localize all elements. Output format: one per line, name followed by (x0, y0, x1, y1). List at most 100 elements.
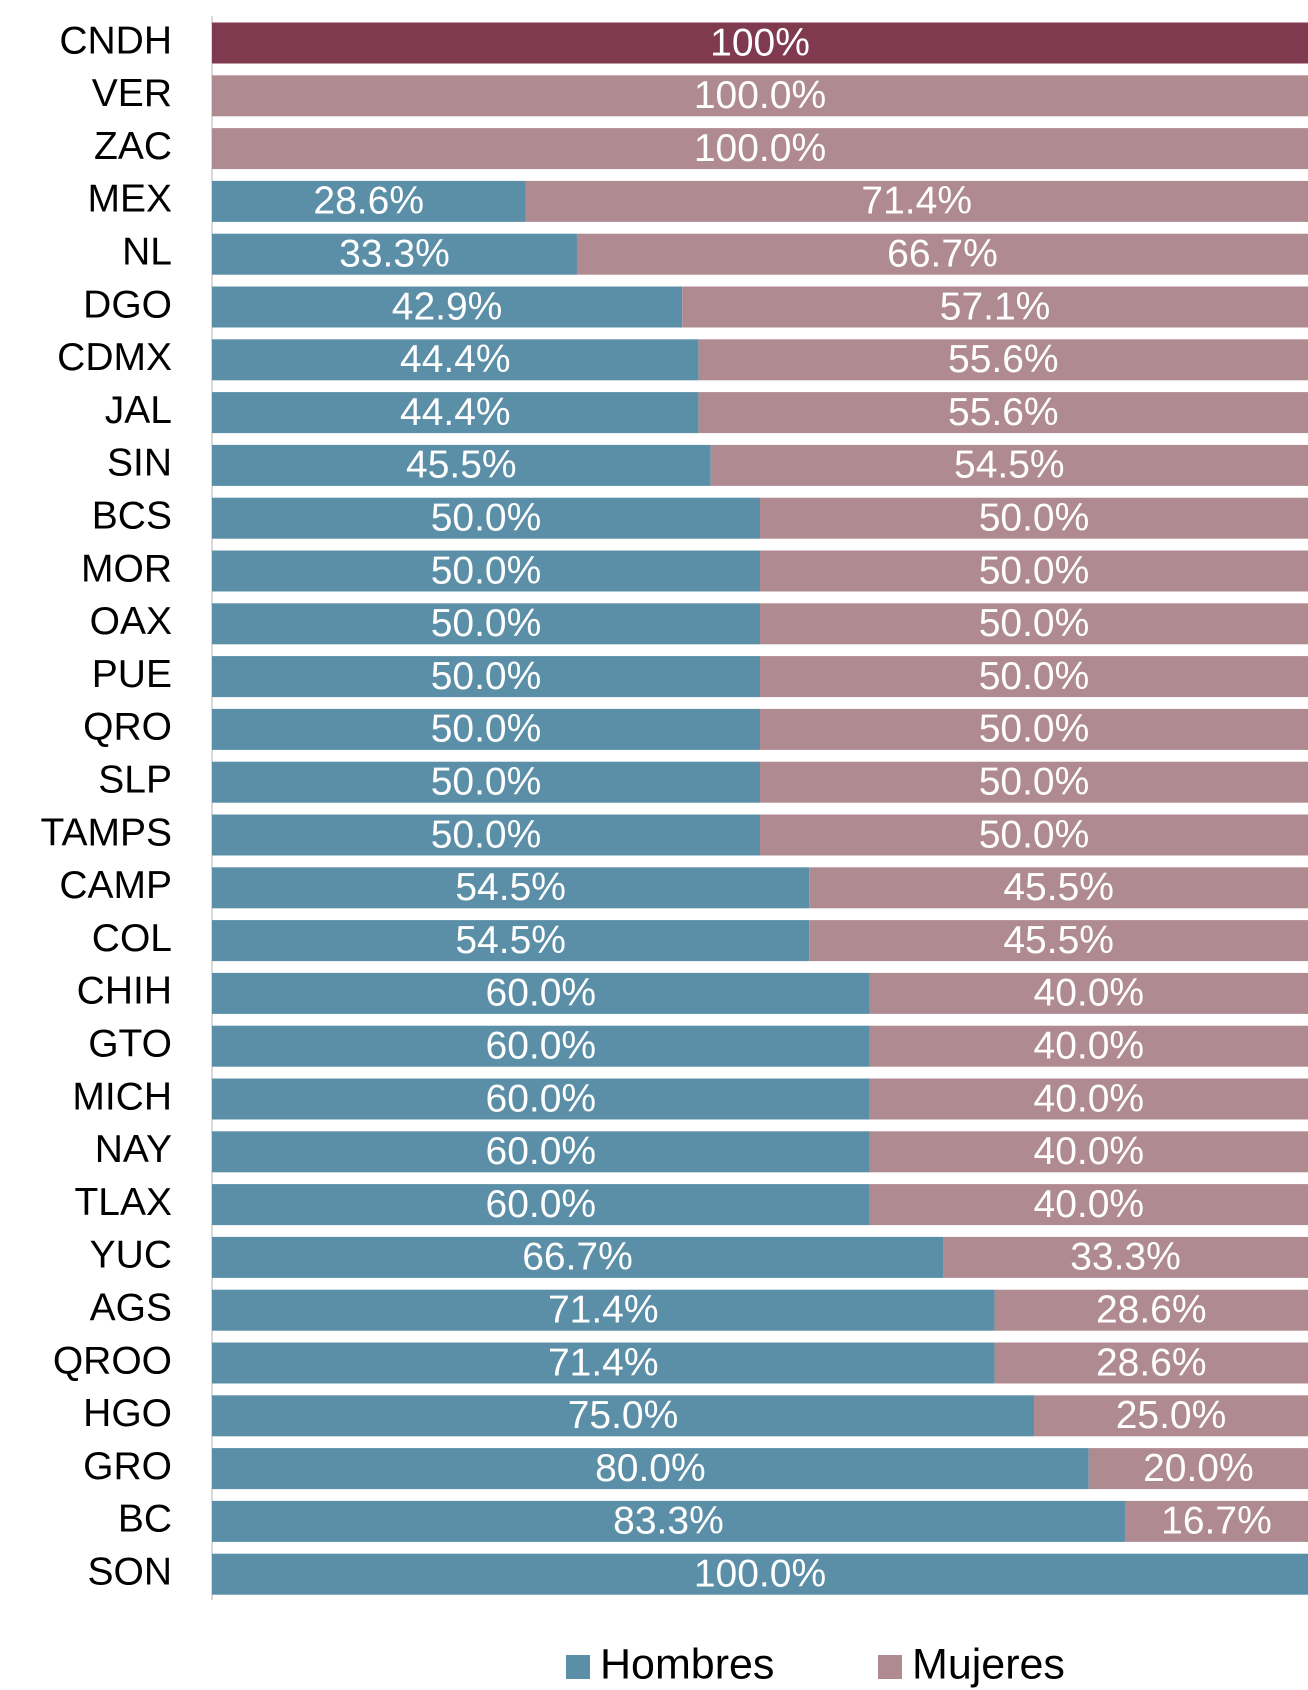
data-label: 50.0% (979, 602, 1090, 645)
data-label: 28.6% (1096, 1341, 1207, 1384)
data-label: 60.0% (486, 1183, 597, 1226)
data-label: 57.1% (940, 285, 1051, 328)
y-tick-label: TLAX (74, 1181, 172, 1224)
data-label: 54.5% (954, 444, 1065, 487)
bar-segment (212, 75, 1308, 117)
data-label: 16.7% (1161, 1500, 1272, 1543)
bar-segment (212, 1078, 870, 1120)
y-tick-label: SIN (107, 442, 172, 485)
data-label: 60.0% (486, 1077, 597, 1120)
bar-segment (212, 444, 711, 486)
bar-segment (869, 1184, 1308, 1226)
legend-label: Hombres (600, 1640, 774, 1688)
data-label: 71.4% (548, 1288, 659, 1331)
y-tick-label: JAL (105, 389, 172, 432)
y-tick-label: GTO (88, 1022, 172, 1065)
data-label: 20.0% (1143, 1447, 1254, 1490)
bar-segment (212, 339, 699, 381)
bar-segment (698, 392, 1308, 434)
data-label: 50.0% (979, 549, 1090, 592)
bar-segment (212, 603, 760, 645)
data-label: 71.4% (861, 180, 972, 223)
data-label: 54.5% (455, 866, 566, 909)
bar-segment (710, 444, 1308, 486)
bar-segment (869, 1131, 1308, 1173)
data-label: 100.0% (694, 1552, 826, 1595)
data-label: 100.0% (694, 127, 826, 170)
data-label: 40.0% (1034, 1077, 1145, 1120)
data-label: 100% (710, 21, 810, 64)
y-tick-label: SON (87, 1550, 172, 1593)
data-label: 50.0% (979, 813, 1090, 856)
y-tick-label: MICH (72, 1075, 172, 1118)
bar-segment (760, 814, 1308, 856)
data-label: 45.5% (1003, 919, 1114, 962)
bar-segment (760, 497, 1308, 539)
bar-segment (212, 1025, 870, 1067)
y-tick-label: QROO (53, 1339, 172, 1382)
data-label: 50.0% (431, 708, 542, 751)
y-tick-label: TAMPS (41, 811, 172, 854)
bar-segment (212, 1395, 1034, 1437)
bar-segment (576, 233, 1308, 275)
data-label: 50.0% (431, 549, 542, 592)
bar-segment (212, 1289, 995, 1331)
data-label: 40.0% (1034, 1183, 1145, 1226)
legend-swatch (878, 1655, 902, 1679)
bar-segment (212, 708, 760, 750)
y-tick-label: VER (92, 72, 172, 115)
bar-segment (698, 339, 1308, 381)
data-label: 28.6% (1096, 1288, 1207, 1331)
bar-segment (212, 128, 1308, 170)
bar-segment (212, 1448, 1089, 1490)
bar-segment (212, 392, 699, 434)
bar-segment (525, 180, 1308, 222)
bar-segment (809, 867, 1308, 909)
data-label: 44.4% (400, 338, 511, 381)
data-label: 45.5% (1003, 866, 1114, 909)
data-label: 25.0% (1116, 1394, 1227, 1437)
data-label: 55.6% (948, 391, 1059, 434)
data-label: 50.0% (431, 655, 542, 698)
legend-label: Mujeres (912, 1640, 1065, 1688)
bar-segment (212, 1500, 1125, 1542)
bar-segment (212, 180, 526, 222)
bar-segment (682, 286, 1308, 328)
y-tick-label: CHIH (77, 970, 172, 1013)
y-tick-label: MOR (81, 547, 172, 590)
y-tick-label: AGS (90, 1286, 172, 1329)
data-label: 50.0% (979, 708, 1090, 751)
data-label: 50.0% (979, 760, 1090, 803)
bar-segment (760, 708, 1308, 750)
y-tick-label: CNDH (59, 19, 172, 62)
data-label: 75.0% (568, 1394, 679, 1437)
y-tick-label: SLP (98, 758, 172, 801)
data-label: 42.9% (392, 285, 503, 328)
bar-segment (1034, 1395, 1308, 1437)
data-label: 45.5% (406, 444, 517, 487)
bar-segment (869, 1078, 1308, 1120)
data-label: 60.0% (486, 1130, 597, 1173)
bar-segment (212, 1236, 944, 1278)
data-label: 33.3% (339, 232, 450, 275)
bar-segment (212, 1184, 870, 1226)
bar-segment (994, 1342, 1308, 1384)
data-label: 44.4% (400, 391, 511, 434)
data-label: 40.0% (1034, 1130, 1145, 1173)
y-tick-label: CAMP (59, 864, 172, 907)
bar-segment (1088, 1448, 1308, 1490)
y-tick-label: BCS (92, 494, 172, 537)
bar-segment (212, 814, 760, 856)
bar-segment (212, 1342, 995, 1384)
bar-segment (212, 550, 760, 592)
y-tick-label: CDMX (57, 336, 172, 379)
bar-segment (212, 22, 1308, 64)
data-label: 60.0% (486, 1024, 597, 1067)
data-label: 83.3% (613, 1500, 724, 1543)
data-label: 100.0% (694, 74, 826, 117)
y-tick-label: MEX (87, 178, 172, 221)
bar-segment (869, 1025, 1308, 1067)
y-tick-label: GRO (83, 1445, 172, 1488)
bar-segment (1124, 1500, 1308, 1542)
